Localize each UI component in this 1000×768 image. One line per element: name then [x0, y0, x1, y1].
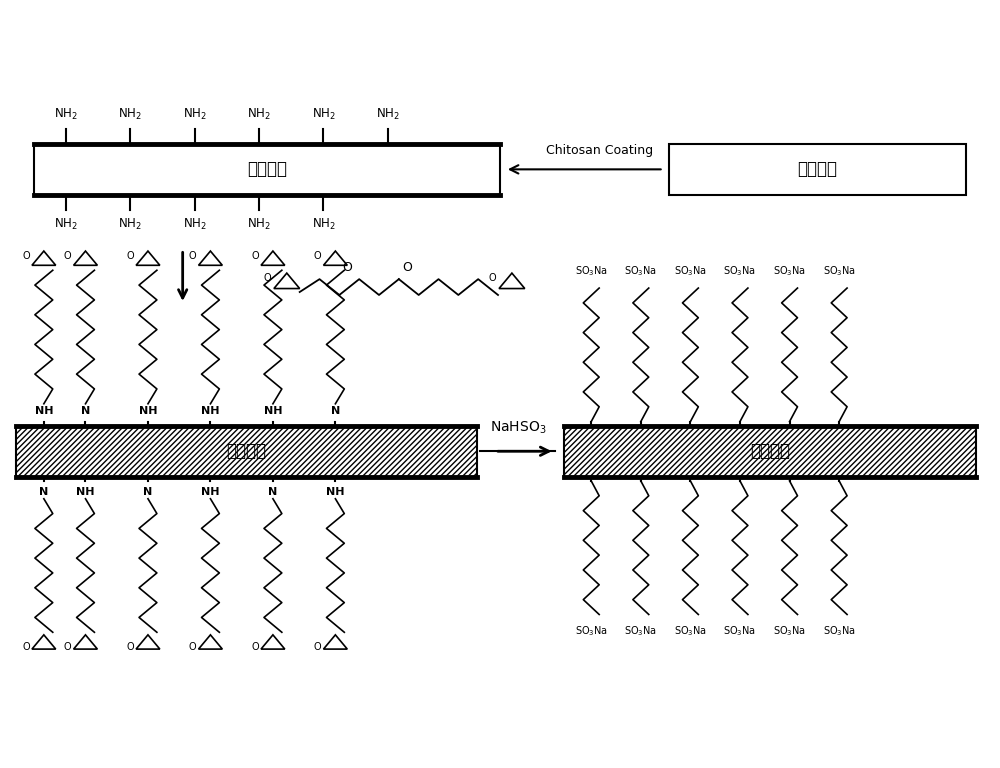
Text: O: O — [22, 251, 30, 261]
Bar — [564, 425, 976, 477]
Text: SO$_3$Na: SO$_3$Na — [674, 624, 707, 638]
Text: SO$_3$Na: SO$_3$Na — [823, 264, 856, 278]
Text: O: O — [251, 642, 259, 652]
Text: NH$_2$: NH$_2$ — [247, 217, 271, 232]
Text: NH: NH — [201, 487, 220, 497]
Text: SO$_3$Na: SO$_3$Na — [624, 624, 657, 638]
Text: NH: NH — [201, 406, 220, 415]
Text: O: O — [251, 251, 259, 261]
Text: O: O — [126, 642, 134, 652]
Bar — [669, 144, 966, 195]
Text: SO$_3$Na: SO$_3$Na — [723, 624, 757, 638]
Text: NH$_2$: NH$_2$ — [54, 217, 78, 232]
Text: O: O — [264, 273, 271, 283]
Text: NH: NH — [264, 406, 282, 415]
Text: O: O — [314, 251, 321, 261]
Text: SO$_3$Na: SO$_3$Na — [723, 264, 757, 278]
Text: NH$_2$: NH$_2$ — [118, 217, 142, 232]
Text: NH: NH — [76, 487, 95, 497]
Bar — [16, 425, 477, 477]
Text: N: N — [143, 487, 153, 497]
Text: O: O — [64, 642, 71, 652]
Text: NaHSO$_3$: NaHSO$_3$ — [490, 420, 546, 436]
Text: O: O — [22, 642, 30, 652]
Text: N: N — [39, 487, 48, 497]
Text: O: O — [402, 261, 412, 274]
Text: O: O — [189, 642, 196, 652]
Text: NH$_2$: NH$_2$ — [54, 107, 78, 122]
Text: 密胺骨架: 密胺骨架 — [227, 442, 267, 460]
Bar — [564, 425, 976, 477]
Text: N: N — [331, 406, 340, 415]
Text: 密胺骨架: 密胺骨架 — [247, 161, 287, 178]
Text: NH$_2$: NH$_2$ — [247, 107, 271, 122]
Text: Chitosan Coating: Chitosan Coating — [546, 144, 653, 157]
Text: SO$_3$Na: SO$_3$Na — [823, 624, 856, 638]
Text: NH$_2$: NH$_2$ — [312, 107, 335, 122]
Text: NH: NH — [35, 406, 53, 415]
Text: SO$_3$Na: SO$_3$Na — [773, 264, 806, 278]
Text: NH$_2$: NH$_2$ — [183, 107, 206, 122]
Text: NH: NH — [326, 487, 345, 497]
Text: NH: NH — [139, 406, 157, 415]
Text: SO$_3$Na: SO$_3$Na — [773, 624, 806, 638]
Text: O: O — [126, 251, 134, 261]
Text: SO$_3$Na: SO$_3$Na — [575, 264, 608, 278]
Text: O: O — [64, 251, 71, 261]
Text: NH$_2$: NH$_2$ — [118, 107, 142, 122]
Text: NH$_2$: NH$_2$ — [183, 217, 206, 232]
Bar — [16, 425, 477, 477]
Text: O: O — [314, 642, 321, 652]
Text: NH$_2$: NH$_2$ — [376, 107, 400, 122]
Text: SO$_3$Na: SO$_3$Na — [674, 264, 707, 278]
Bar — [34, 144, 500, 195]
Text: N: N — [268, 487, 278, 497]
Text: SO$_3$Na: SO$_3$Na — [575, 624, 608, 638]
Text: N: N — [81, 406, 90, 415]
Text: O: O — [342, 261, 352, 274]
Text: 密胺骨架: 密胺骨架 — [797, 161, 837, 178]
Text: SO$_3$Na: SO$_3$Na — [624, 264, 657, 278]
Text: O: O — [489, 273, 496, 283]
Text: NH$_2$: NH$_2$ — [312, 217, 335, 232]
Text: 密胺骨架: 密胺骨架 — [750, 442, 790, 460]
Text: O: O — [189, 251, 196, 261]
